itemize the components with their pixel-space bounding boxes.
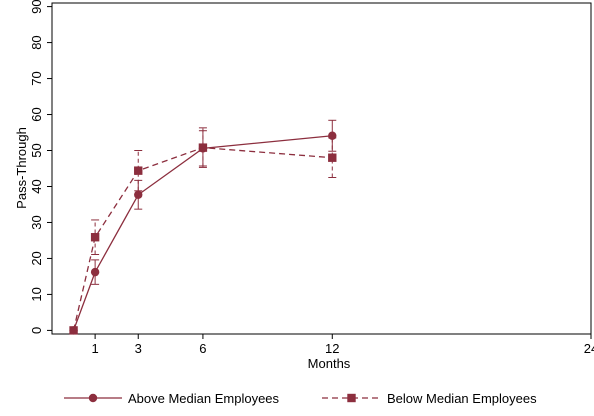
data-point-square [90, 233, 100, 242]
series-2 [69, 127, 337, 335]
error-bar [198, 127, 207, 168]
x-tick-label: 24 [584, 341, 594, 356]
x-tick-label: 6 [199, 341, 206, 356]
legend-item-2: Below Median Employees [322, 391, 537, 406]
x-tick-label: 1 [92, 341, 99, 356]
y-tick-label: 70 [29, 71, 44, 85]
series-line [72, 146, 333, 331]
y-tick-label: 0 [29, 327, 44, 334]
x-axis-label: Months [308, 356, 351, 371]
legend-marker-square [347, 393, 356, 403]
data-point-circle [90, 267, 100, 277]
x-axis: 1 3 6 12 24 [92, 334, 594, 356]
x-tick-label: 3 [135, 341, 142, 356]
legend: Above Median Employees Below Median Emplo… [64, 391, 537, 406]
x-tick-label: 12 [325, 341, 339, 356]
y-tick-label: 80 [29, 35, 44, 49]
error-bar [328, 137, 337, 178]
legend-label: Above Median Employees [128, 391, 280, 406]
legend-marker-circle [88, 393, 98, 403]
y-tick-label: 40 [29, 179, 44, 193]
y-tick-label: 30 [29, 215, 44, 229]
y-axis: 0 10 20 30 40 50 60 70 80 90 [29, 0, 52, 334]
y-tick-label: 20 [29, 251, 44, 265]
data-point-square [198, 143, 208, 152]
data-point-square [134, 166, 143, 175]
series-layer [69, 119, 337, 335]
data-point-square [69, 326, 78, 335]
y-axis-label: Pass-Through [14, 127, 29, 209]
plot-frame [51, 2, 592, 335]
error-bar [134, 150, 143, 192]
y-tick-label: 50 [29, 143, 44, 157]
y-tick-label: 60 [29, 107, 44, 121]
y-tick-label: 10 [29, 287, 44, 301]
y-tick-label: 90 [29, 0, 44, 14]
legend-item-1: Above Median Employees [64, 391, 280, 406]
data-point-circle [134, 190, 143, 199]
data-point-square [328, 153, 337, 162]
legend-label: Below Median Employees [387, 391, 537, 406]
